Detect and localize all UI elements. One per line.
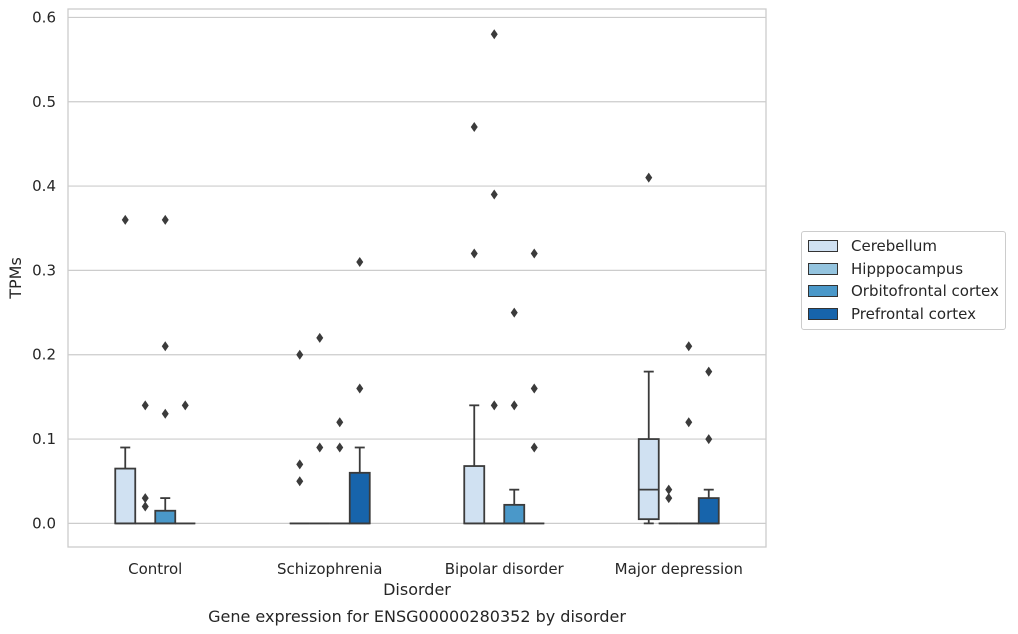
outlier-point <box>141 501 149 512</box>
outlier-point <box>705 434 713 445</box>
legend-swatch <box>808 262 838 275</box>
legend-item: Orbitofrontal cortex <box>802 280 1005 303</box>
outlier-point <box>161 408 169 419</box>
box-orbitofrontal-cortex <box>154 214 177 525</box>
box-hipppocampus <box>658 484 679 525</box>
outlier-point <box>490 29 498 40</box>
outlier-point <box>530 383 538 394</box>
box <box>637 438 660 521</box>
outlier-point <box>705 366 713 377</box>
box-series <box>114 29 720 525</box>
box-cerebellum <box>463 122 486 525</box>
outlier-point <box>685 341 693 352</box>
y-axis-ticks: 0.0 0.1 0.2 0.3 0.4 0.5 0.6 <box>32 8 56 532</box>
outlier-point <box>141 493 149 504</box>
box-orbitofrontal-cortex <box>329 417 350 525</box>
y-tick-label: 0.5 <box>32 93 56 111</box>
box <box>114 467 137 525</box>
outlier-point <box>665 484 673 495</box>
x-tick-label: Bipolar disorder <box>445 560 565 578</box>
outlier-point <box>685 417 693 428</box>
box-cerebellum <box>114 214 137 525</box>
outlier-point <box>490 189 498 200</box>
outlier-point <box>336 442 344 453</box>
x-tick-label: Major depression <box>615 560 743 578</box>
outlier-point <box>121 214 129 225</box>
box <box>154 509 177 525</box>
outlier-point <box>181 400 189 411</box>
box-orbitofrontal-cortex <box>503 307 526 525</box>
legend-label: Orbitofrontal cortex <box>851 282 999 301</box>
box-orbitofrontal-cortex <box>678 341 699 525</box>
box-hipppocampus <box>135 400 156 525</box>
outlier-point <box>296 349 304 360</box>
y-tick-label: 0.4 <box>32 177 56 195</box>
x-tick-label: Control <box>128 560 182 578</box>
y-tick-label: 0.1 <box>32 430 56 448</box>
legend-item: Prefrontal cortex <box>802 303 1005 326</box>
outlier-point <box>296 459 304 470</box>
box-prefrontal-cortex <box>348 256 371 525</box>
outlier-point <box>470 122 478 133</box>
outlier-point <box>356 383 364 394</box>
x-tick-label: Schizophrenia <box>277 560 382 578</box>
outlier-point <box>336 417 344 428</box>
y-axis-label: TPMs <box>6 257 25 300</box>
grid-lines <box>68 16 766 524</box>
y-tick-label: 0.0 <box>32 514 56 532</box>
box-prefrontal-cortex <box>175 400 196 525</box>
box <box>697 497 720 525</box>
legend: Cerebellum Hipppocampus Orbitofrontal cort… <box>801 231 1006 330</box>
outlier-point <box>141 400 149 411</box>
plot-frame <box>67 8 767 548</box>
y-tick-label: 0.2 <box>32 346 56 364</box>
outlier-point <box>316 442 324 453</box>
legend-item: Cerebellum <box>802 235 1005 258</box>
legend-swatch <box>808 240 838 253</box>
box <box>348 471 371 525</box>
y-tick-label: 0.3 <box>32 261 56 279</box>
box-cerebellum <box>637 172 660 525</box>
chart-title: Gene expression for ENSG00000280352 by d… <box>208 607 626 626</box>
outlier-point <box>316 332 324 343</box>
outlier-point <box>470 248 478 259</box>
outlier-point <box>530 442 538 453</box>
legend-item: Hipppocampus <box>802 258 1005 281</box>
outlier-point <box>356 256 364 267</box>
outlier-point <box>530 248 538 259</box>
box-hipppocampus <box>484 29 505 525</box>
legend-label: Prefrontal cortex <box>851 304 976 323</box>
legend-label: Hipppocampus <box>851 259 964 278</box>
y-tick-label: 0.6 <box>32 8 56 26</box>
x-axis-label: Disorder <box>383 580 451 599</box>
box-prefrontal-cortex <box>524 248 545 525</box>
box-hipppocampus <box>309 332 330 525</box>
legend-swatch <box>808 285 838 298</box>
legend-swatch <box>808 307 838 320</box>
outlier-point <box>161 214 169 225</box>
outlier-point <box>665 493 673 504</box>
box-cerebellum <box>289 349 310 525</box>
outlier-point <box>510 400 518 411</box>
box <box>503 503 526 525</box>
outlier-point <box>490 400 498 411</box>
outlier-point <box>510 307 518 318</box>
box <box>463 465 486 525</box>
outlier-point <box>645 172 653 183</box>
outlier-point <box>296 476 304 487</box>
outlier-point <box>161 341 169 352</box>
x-axis-ticks: Control Schizophrenia Bipolar disorder Majo… <box>128 560 743 578</box>
legend-label: Cerebellum <box>851 237 937 256</box>
box-prefrontal-cortex <box>697 366 720 525</box>
